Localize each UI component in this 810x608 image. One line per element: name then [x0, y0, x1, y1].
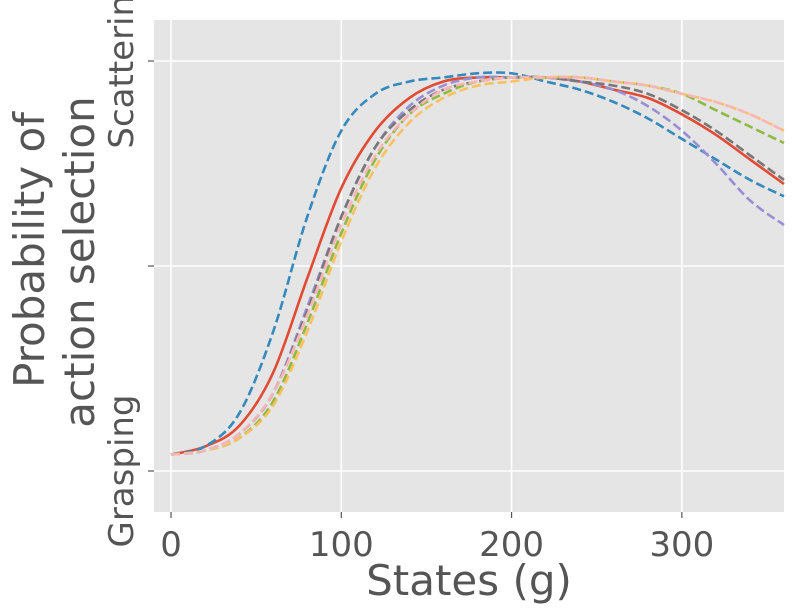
- x-tick-label-3: 300: [649, 525, 714, 565]
- series-line-6: [170, 75, 785, 456]
- y-axis-label-line-2: action selection: [55, 96, 104, 427]
- x-axis-ticks: 0 100 200 300: [160, 512, 714, 565]
- series-line-2: [170, 75, 785, 456]
- y-axis-label-line-1: Probability of: [5, 111, 54, 388]
- y-axis-ticks: Grasping Scattering: [102, 0, 154, 548]
- series-line-1: [170, 71, 785, 456]
- x-axis-label: States (g): [366, 556, 572, 605]
- x-tick-label-0: 0: [160, 525, 182, 565]
- x-tick-label-1: 100: [309, 525, 374, 565]
- y-tick-label-2: Scattering: [102, 0, 142, 149]
- y-tick-label-0: Grasping: [102, 394, 142, 547]
- x-tick-label-2: 200: [479, 525, 544, 565]
- grid: [154, 20, 784, 512]
- series-lines: [170, 71, 785, 456]
